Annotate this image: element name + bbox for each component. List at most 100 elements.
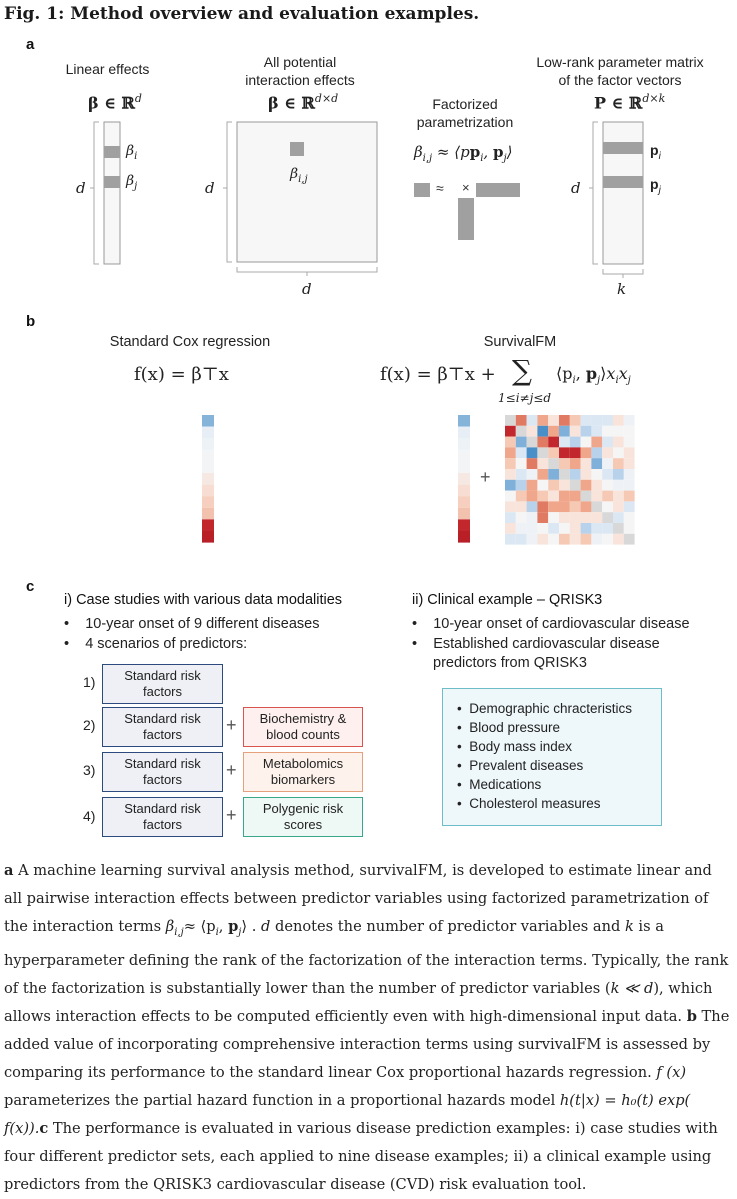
heatmap-cell [591, 533, 603, 545]
factorized-label: Factorized parametrization [416, 96, 514, 130]
heatmap-cell [580, 458, 592, 469]
heatmap-cell [526, 425, 538, 437]
heatmap-cell [569, 479, 581, 491]
fm-bar-cell [458, 473, 470, 485]
heatmap-cell [505, 458, 516, 469]
heatmap-cell [515, 425, 527, 437]
heatmap-cell [580, 415, 592, 426]
heatmap-cell [559, 425, 570, 437]
fm-formula-rhs: ⟨pi, pj⟩xixj [556, 364, 631, 387]
d-bracket-matrix-h [236, 267, 378, 273]
heatmap-cell [602, 501, 613, 513]
heatmap-cell [602, 436, 613, 448]
factor-cell [414, 183, 430, 197]
heatmap-cell [505, 436, 516, 448]
p-matrix-label: P ∈ ℝd×k [594, 92, 666, 113]
cox-formula: f(x) = β⊤x [134, 364, 229, 385]
d-bracket-vector [93, 121, 99, 265]
heatmap-cell [526, 469, 538, 480]
heatmap-cell [591, 523, 603, 534]
clinical-item: • Body mass index [457, 739, 573, 754]
heatmap-cell [559, 436, 570, 448]
fm-coefficient-bar [458, 415, 470, 543]
heatmap-cell [623, 447, 635, 459]
beta-ij-cell [290, 142, 304, 156]
cox-coefficient-bar [202, 415, 214, 543]
heatmap-cell [580, 425, 592, 437]
heatmap-cell [505, 469, 516, 480]
scenario-3-plus: + [226, 760, 237, 780]
scenario-4-standard: Standard risk factors [102, 797, 223, 837]
heatmap-cell [602, 490, 613, 502]
d-label-matrix-v: d [205, 179, 215, 197]
heatmap-cell [591, 501, 603, 513]
heatmap-cell [537, 415, 549, 426]
heatmap-cell [602, 533, 613, 545]
heatmap-cell [623, 533, 635, 545]
heatmap-cell [613, 447, 624, 459]
p-j-row [603, 176, 643, 188]
heatmap-cell [548, 523, 559, 534]
heatmap-cell [613, 501, 624, 513]
heatmap-cell [623, 523, 635, 534]
fm-bar-cell [458, 484, 470, 497]
heatmap-cell [623, 469, 635, 480]
heatmap-cell [559, 523, 570, 534]
heatmap-cell [569, 533, 581, 545]
right-bullet-1: • 10-year onset of cardiovascular diseas… [412, 616, 690, 632]
heatmap-cell [548, 425, 559, 437]
cox-bar-cell [202, 484, 214, 497]
fm-bar-cell [458, 438, 470, 450]
scenario-1-standard: Standard risk factors [102, 664, 223, 704]
heatmap-cell [537, 490, 549, 502]
heatmap-cell [526, 415, 538, 426]
clinical-item: • Medications [457, 777, 542, 792]
scenario-3-standard: Standard risk factors [102, 752, 223, 792]
fm-bar-cell [458, 507, 470, 520]
low-rank-label: Low-rank parameter matrix of the factor v… [536, 54, 704, 88]
panel-b-heatmaps [202, 415, 635, 545]
heatmap-cell [537, 533, 549, 545]
heatmap-cell [569, 447, 581, 459]
heatmap-cell [613, 469, 624, 480]
beta-i-cell [104, 146, 120, 158]
cox-bar-cell [202, 415, 214, 427]
cox-bar-cell [202, 531, 214, 543]
survivalfm-title: SurvivalFM [483, 334, 557, 350]
cox-bar-cell [202, 496, 214, 508]
heatmap-cell [580, 512, 592, 523]
d-bracket-p [592, 121, 598, 265]
heatmap-cell [537, 469, 549, 480]
heatmap-cell [559, 458, 570, 469]
heatmap-cell [548, 533, 559, 545]
heatmap-cell [623, 490, 635, 502]
heatmap-cell [591, 458, 603, 469]
heatmap-cell [515, 469, 527, 480]
left-bullet-1: • 10-year onset of 9 different diseases [64, 616, 320, 632]
heatmap-cell [526, 479, 538, 491]
factor-equation: βi,j ≈ ⟨ppi, pj⟩ [414, 143, 513, 164]
heatmap-cell [505, 501, 516, 513]
heatmap-cell [569, 415, 581, 426]
heatmap-cell [526, 490, 538, 502]
beta-i-label: βi [126, 143, 138, 162]
heatmap-cell [569, 523, 581, 534]
scenario-4-num: 4) [83, 808, 96, 824]
heatmap-cell [548, 469, 559, 480]
heatmap-cell [526, 458, 538, 469]
beta-matrix [223, 121, 378, 276]
heatmap-cell [537, 523, 549, 534]
clinical-predictor-box: • Demographic chracteristics • Blood pre… [442, 688, 662, 826]
heatmap-cell [559, 533, 570, 545]
heatmap-cell [623, 479, 635, 491]
cox-bar-cell [202, 438, 214, 450]
heatmap-cell [559, 512, 570, 523]
beta-matrix-label: β ∈ ℝd×d [268, 92, 339, 113]
heatmap-cell [526, 436, 538, 448]
beta-j-label: βj [126, 173, 138, 192]
heatmap-cell [548, 436, 559, 448]
left-bullet-2: • 4 scenarios of predictors: [64, 636, 248, 652]
heatmap-cell [569, 458, 581, 469]
scenario-2-standard: Standard risk factors [102, 707, 223, 747]
heatmap-cell [515, 490, 527, 502]
